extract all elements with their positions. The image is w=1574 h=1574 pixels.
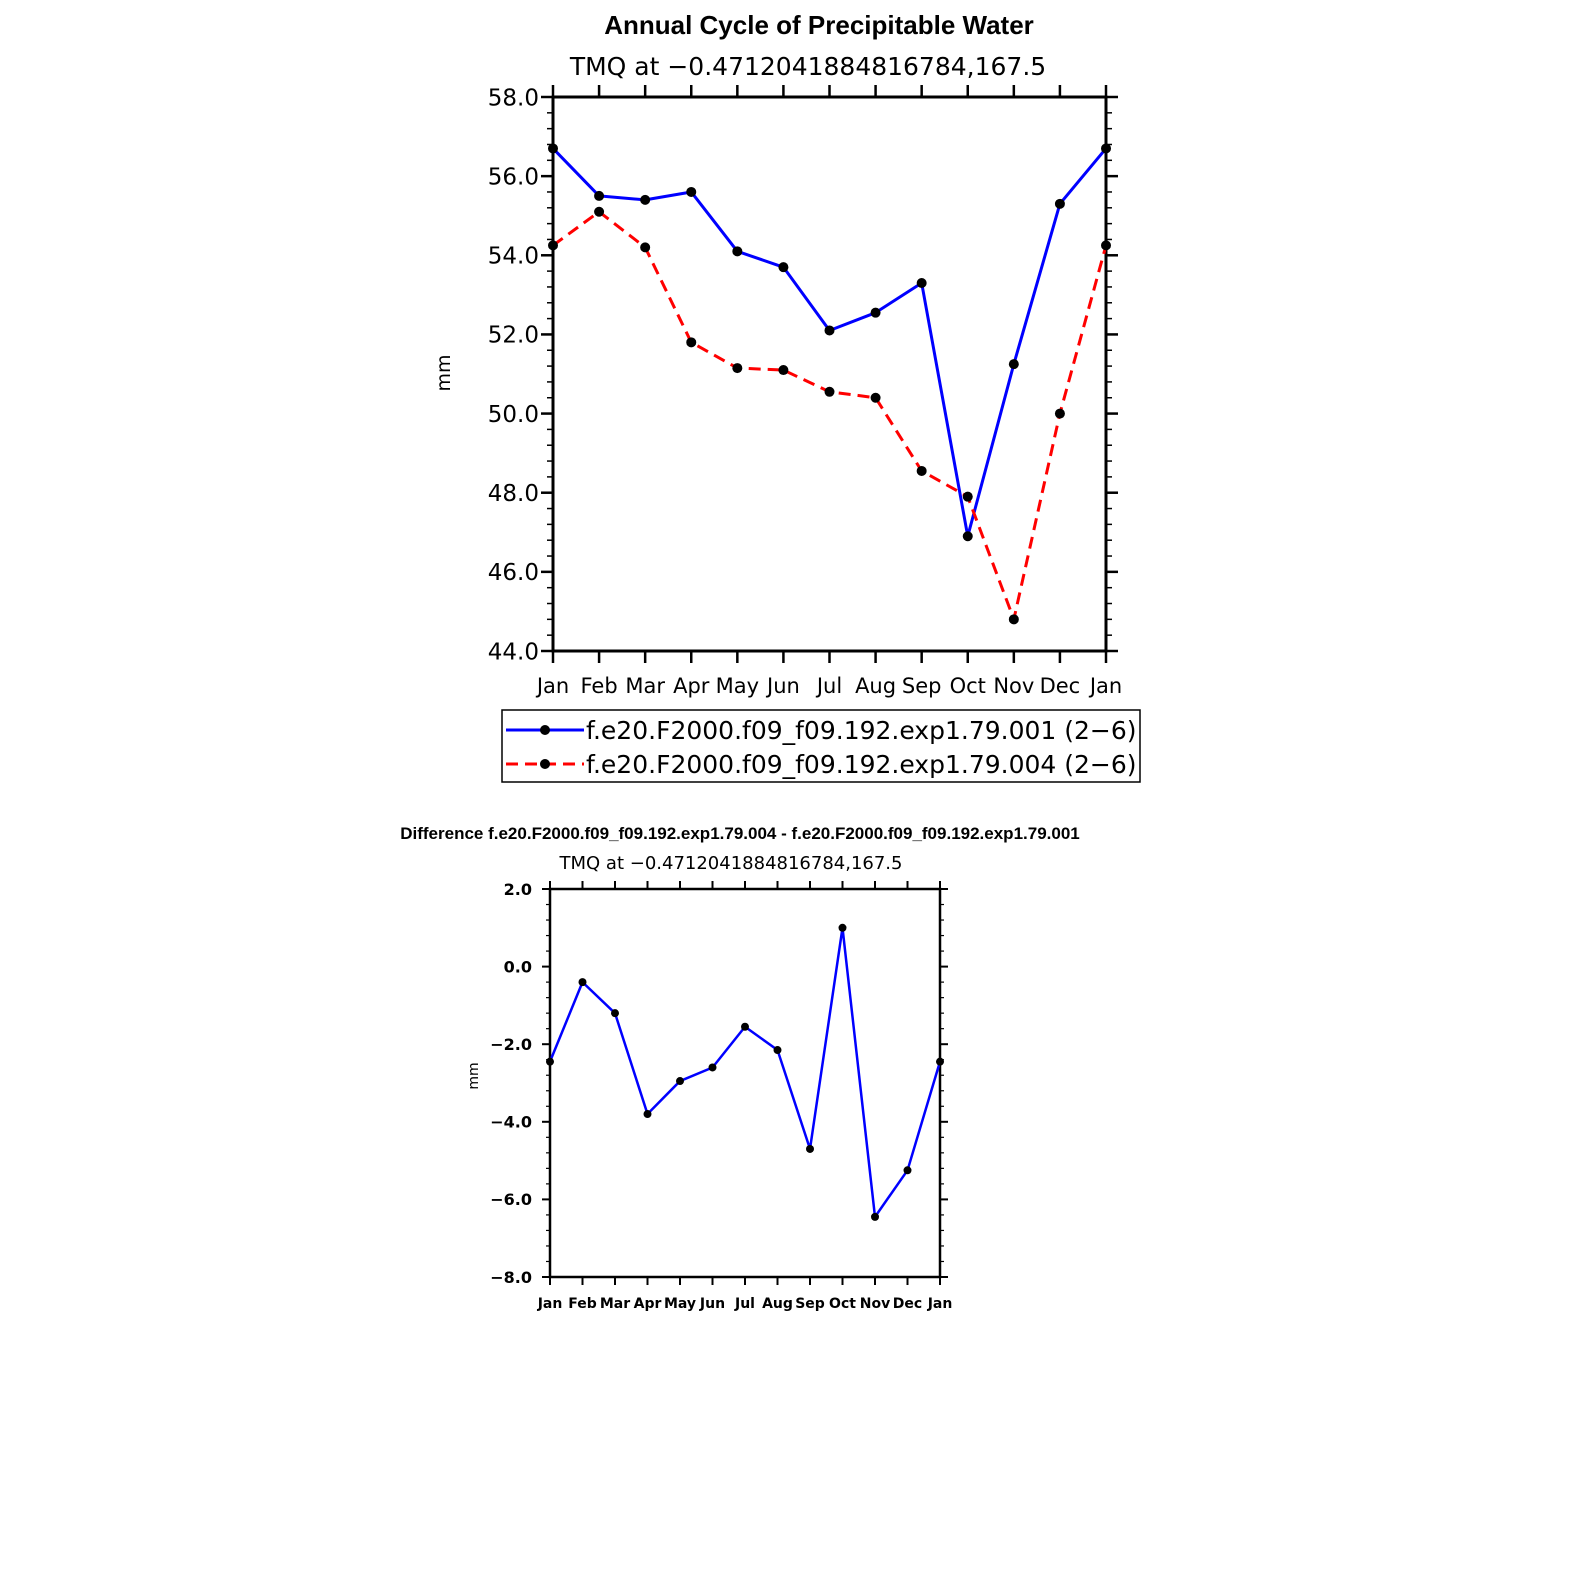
bottom-series-1-point xyxy=(936,1057,944,1066)
top-ytick-label: 56.0 xyxy=(488,164,539,190)
top-xtick-label: Nov xyxy=(993,674,1034,698)
legend-label-series-2: f.e20.F2000.f09_f09.192.exp1.79.004 (2−6… xyxy=(586,750,1137,779)
top-series-2-point xyxy=(640,242,651,253)
top-xtick-label: Jul xyxy=(815,674,842,698)
top-series-1-point xyxy=(962,531,973,542)
bottom-xtick-label: Oct xyxy=(829,1296,856,1312)
bottom-xtick-label: Mar xyxy=(600,1296,630,1312)
top-chart-subtitle: TMQ at −0.4712041884816784,167.5 xyxy=(569,52,1046,81)
bottom-series-1-point xyxy=(643,1110,652,1119)
bottom-series-1-point xyxy=(578,978,587,987)
top-series-1-point xyxy=(686,186,697,197)
legend-label-series-1: f.e20.F2000.f09_f09.192.exp1.79.001 (2−6… xyxy=(586,716,1137,745)
bottom-xtick-label: Jun xyxy=(699,1296,725,1312)
top-xtick-label: Sep xyxy=(902,674,942,698)
top-frame xyxy=(551,95,1108,653)
top-ytick-label: 54.0 xyxy=(488,244,539,270)
bottom-ytick-label: −4.0 xyxy=(490,1113,532,1132)
bottom-series-1-point xyxy=(903,1166,912,1175)
bottom-xtick-label: Apr xyxy=(634,1296,662,1312)
bottom-xtick-label: Nov xyxy=(860,1296,890,1312)
bottom-xtick-label: Jul xyxy=(734,1296,755,1312)
top-series-2-point xyxy=(1008,614,1019,625)
top-series-2-point xyxy=(824,386,835,397)
bottom-ytick-label: −6.0 xyxy=(490,1190,532,1209)
top-xtick-label: Dec xyxy=(1040,674,1081,698)
bottom-frame xyxy=(548,887,942,1279)
legend-marker-series-2 xyxy=(540,759,550,769)
bottom-chart-title: Difference f.e20.F2000.f09_f09.192.exp1.… xyxy=(400,824,1080,843)
bottom-chart-ylabel: mm xyxy=(466,1062,482,1089)
top-series-1-point xyxy=(916,277,927,288)
legend-box xyxy=(501,709,1141,783)
top-xtick-label: Apr xyxy=(673,674,710,698)
top-series-2-point xyxy=(1054,408,1065,419)
bottom-series-1-point xyxy=(741,1022,749,1031)
top-chart-ylabel: mm xyxy=(433,354,455,391)
top-xtick-label: May xyxy=(716,674,759,698)
legend: f.e20.F2000.f09_f09.192.exp1.79.001 (2−6… xyxy=(501,709,1141,783)
top-series-1-point xyxy=(1008,359,1019,370)
bottom-series-1-point xyxy=(676,1077,684,1086)
bottom-series-1-point xyxy=(838,923,847,932)
bottom-xtick-label: Sep xyxy=(795,1296,825,1312)
top-xtick-label: Oct xyxy=(950,674,986,698)
top-series-2-point xyxy=(686,337,697,348)
top-ytick-label: 52.0 xyxy=(488,323,539,349)
legend-marker-series-1 xyxy=(540,725,550,735)
top-series-1-point xyxy=(548,143,558,154)
top-xtick-label: Jun xyxy=(765,674,800,698)
top-xtick-label: Jan xyxy=(535,674,569,698)
bottom-xtick-label: Jan xyxy=(927,1296,953,1312)
bottom-ytick-label: 2.0 xyxy=(504,880,532,899)
top-series-1-point xyxy=(1101,143,1111,154)
top-series-1-point xyxy=(870,307,881,318)
top-series-1-point xyxy=(732,246,743,257)
bottom-series-1-point xyxy=(773,1046,782,1055)
top-series-1-point xyxy=(594,190,605,201)
top-ytick-label: 44.0 xyxy=(488,639,539,665)
bottom-chart-subtitle: TMQ at −0.4712041884816784,167.5 xyxy=(559,853,903,874)
top-series-2-point xyxy=(548,240,558,251)
top-xtick-label: Jan xyxy=(1088,674,1122,698)
bottom-xtick-label: Jan xyxy=(537,1296,563,1312)
bottom-series-1-point xyxy=(871,1212,879,1221)
bottom-series-1-point xyxy=(806,1144,814,1153)
top-series-2-point xyxy=(594,206,605,217)
bottom-series-1-line xyxy=(548,926,942,1219)
top-xtick-label: Aug xyxy=(855,674,896,698)
top-series-2-point xyxy=(870,392,881,403)
bottom-series-1-point xyxy=(611,1009,619,1018)
bottom-xtick-label: May xyxy=(664,1296,696,1312)
bottom-ytick-label: 0.0 xyxy=(504,957,532,976)
top-series-2-point xyxy=(916,465,927,476)
top-series-1-point xyxy=(1054,198,1065,209)
bottom-xtick-label: Aug xyxy=(762,1296,793,1312)
bottom-series-1-point xyxy=(708,1063,717,1072)
top-ytick-label: 46.0 xyxy=(488,560,539,586)
top-series-1-point xyxy=(778,262,789,273)
top-series-1-point xyxy=(640,194,651,205)
top-series-2-point xyxy=(732,363,743,374)
top-xtick-label: Feb xyxy=(580,674,617,698)
top-series-2-point xyxy=(962,491,973,502)
bottom-plot-area: Jan Feb Mar Apr May Jun Jul Aug Sep Oct Nov Dec Jan 2… xyxy=(490,880,952,1312)
bottom-ytick-label: −8.0 xyxy=(490,1268,532,1287)
bottom-series-1-point xyxy=(546,1057,554,1066)
top-series-2-point xyxy=(1101,240,1111,251)
top-plot-area: Jan Feb Mar Apr May Jun Jul Aug Sep Oct Nov Dec Jan 5… xyxy=(488,85,1122,698)
top-series-2-line xyxy=(552,210,1108,621)
top-series-2-point xyxy=(778,365,789,376)
top-series-1-line xyxy=(551,147,1108,538)
top-xtick-label: Mar xyxy=(625,674,665,698)
bottom-xtick-label: Feb xyxy=(568,1296,597,1312)
top-ytick-label: 50.0 xyxy=(488,402,539,428)
top-series-1-point xyxy=(824,325,835,336)
top-ytick-label: 58.0 xyxy=(488,85,539,111)
bottom-ytick-label: −2.0 xyxy=(490,1035,532,1054)
top-chart-title: Annual Cycle of Precipitable Water xyxy=(604,10,1034,40)
bottom-xtick-label: Dec xyxy=(893,1296,922,1312)
top-ytick-label: 48.0 xyxy=(488,481,539,507)
